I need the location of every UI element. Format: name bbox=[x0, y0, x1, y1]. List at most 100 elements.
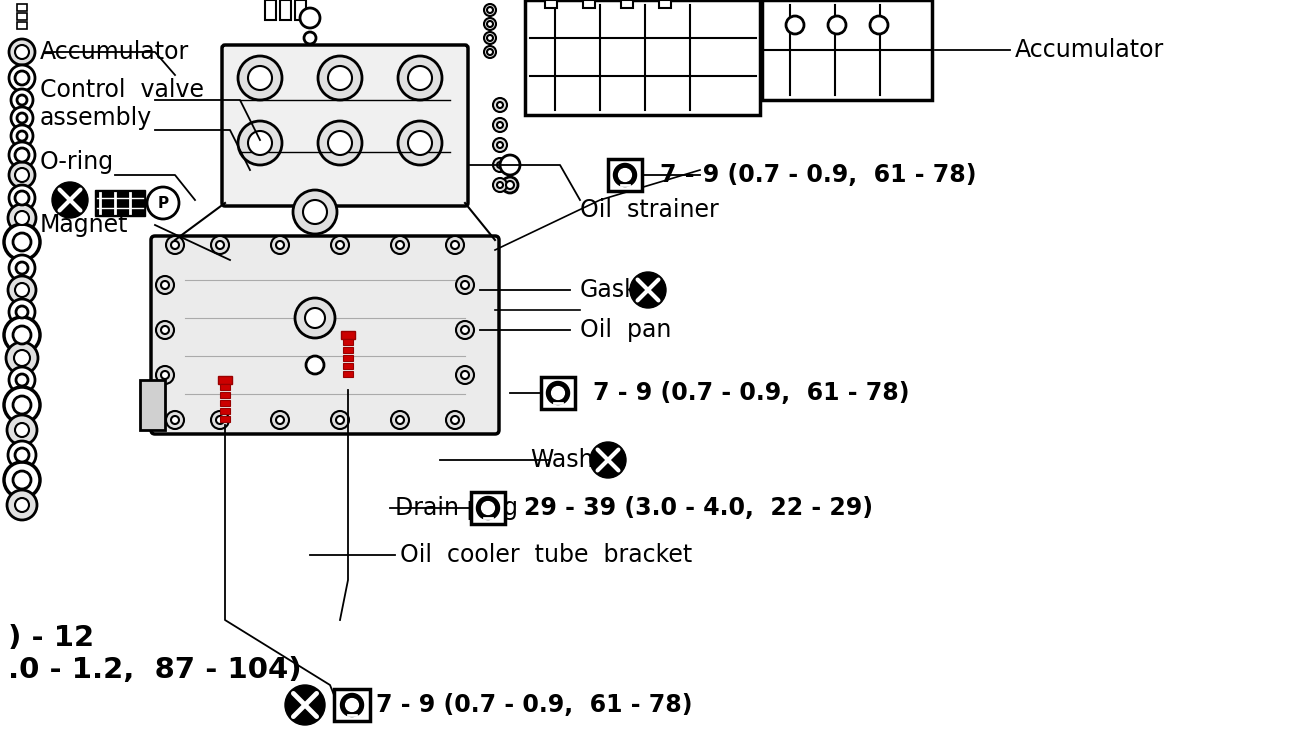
Circle shape bbox=[305, 308, 325, 328]
Circle shape bbox=[397, 241, 404, 249]
Circle shape bbox=[496, 182, 503, 188]
Bar bbox=[220, 416, 229, 422]
Circle shape bbox=[10, 107, 32, 129]
FancyBboxPatch shape bbox=[222, 45, 468, 206]
Text: 7 - 9 (0.7 - 0.9,  61 - 78): 7 - 9 (0.7 - 0.9, 61 - 78) bbox=[594, 381, 910, 405]
Bar bbox=[343, 355, 353, 361]
Circle shape bbox=[318, 121, 362, 165]
Circle shape bbox=[171, 241, 179, 249]
Bar bbox=[218, 376, 232, 384]
Circle shape bbox=[161, 281, 168, 289]
Text: Oil  cooler  tube  bracket: Oil cooler tube bracket bbox=[400, 543, 692, 567]
Circle shape bbox=[17, 95, 27, 105]
Bar bbox=[295, 0, 306, 20]
Circle shape bbox=[4, 462, 40, 498]
Text: 7 - 9 (0.7 - 0.9,  61 - 78): 7 - 9 (0.7 - 0.9, 61 - 78) bbox=[660, 163, 976, 187]
Circle shape bbox=[13, 326, 31, 344]
Circle shape bbox=[547, 381, 569, 405]
Circle shape bbox=[9, 255, 35, 281]
Circle shape bbox=[482, 501, 494, 514]
Circle shape bbox=[785, 16, 804, 34]
Text: .0 - 1.2,  87 - 104): .0 - 1.2, 87 - 104) bbox=[8, 656, 302, 684]
Circle shape bbox=[16, 306, 29, 318]
Circle shape bbox=[330, 411, 349, 429]
Bar bbox=[334, 689, 369, 721]
Circle shape bbox=[16, 168, 29, 182]
Circle shape bbox=[299, 8, 320, 28]
Circle shape bbox=[496, 122, 503, 128]
Circle shape bbox=[492, 178, 507, 192]
Circle shape bbox=[9, 39, 35, 65]
Circle shape bbox=[461, 326, 469, 334]
Text: Washer: Washer bbox=[530, 448, 618, 472]
Circle shape bbox=[487, 49, 492, 55]
Text: Oil  strainer: Oil strainer bbox=[581, 198, 719, 222]
Circle shape bbox=[391, 236, 410, 254]
Circle shape bbox=[166, 411, 184, 429]
Bar bbox=[762, 0, 932, 100]
Bar bbox=[608, 159, 642, 191]
Circle shape bbox=[398, 56, 442, 100]
Circle shape bbox=[336, 241, 343, 249]
Circle shape bbox=[6, 342, 38, 374]
Circle shape bbox=[16, 498, 29, 512]
Circle shape bbox=[336, 416, 343, 424]
Bar bbox=[95, 190, 145, 216]
Circle shape bbox=[483, 32, 496, 44]
Text: Accumulator: Accumulator bbox=[40, 40, 189, 64]
Circle shape bbox=[870, 16, 888, 34]
Circle shape bbox=[16, 448, 29, 462]
Text: assembly: assembly bbox=[40, 106, 152, 130]
Circle shape bbox=[456, 366, 474, 384]
Circle shape bbox=[306, 356, 324, 374]
Circle shape bbox=[487, 35, 492, 41]
Circle shape bbox=[456, 276, 474, 294]
Circle shape bbox=[211, 411, 229, 429]
Text: Oil  pan: Oil pan bbox=[581, 318, 671, 342]
Circle shape bbox=[446, 411, 464, 429]
Circle shape bbox=[341, 694, 363, 716]
Circle shape bbox=[16, 45, 29, 59]
Circle shape bbox=[828, 16, 846, 34]
Circle shape bbox=[276, 416, 284, 424]
Bar bbox=[220, 392, 229, 398]
Bar bbox=[343, 371, 353, 377]
Circle shape bbox=[216, 416, 224, 424]
Bar bbox=[220, 400, 229, 406]
Circle shape bbox=[590, 442, 626, 478]
Bar bbox=[343, 363, 353, 369]
Circle shape bbox=[505, 181, 515, 189]
Circle shape bbox=[477, 497, 499, 519]
Circle shape bbox=[13, 396, 31, 414]
Bar bbox=[343, 339, 353, 345]
Circle shape bbox=[408, 131, 432, 155]
Circle shape bbox=[397, 416, 404, 424]
Circle shape bbox=[161, 326, 168, 334]
Circle shape bbox=[17, 113, 27, 123]
Bar bbox=[621, 0, 632, 8]
Circle shape bbox=[613, 164, 636, 186]
Circle shape bbox=[238, 56, 283, 100]
Circle shape bbox=[10, 125, 32, 147]
Circle shape bbox=[496, 102, 503, 108]
Circle shape bbox=[408, 66, 432, 90]
Circle shape bbox=[4, 317, 40, 353]
Circle shape bbox=[461, 281, 469, 289]
Circle shape bbox=[492, 118, 507, 132]
Circle shape bbox=[16, 71, 29, 85]
Circle shape bbox=[295, 298, 334, 338]
Circle shape bbox=[492, 98, 507, 112]
Circle shape bbox=[487, 21, 492, 27]
Bar bbox=[17, 22, 27, 29]
Circle shape bbox=[156, 366, 174, 384]
Circle shape bbox=[17, 131, 27, 141]
Bar bbox=[264, 0, 276, 20]
Circle shape bbox=[9, 162, 35, 188]
Circle shape bbox=[6, 490, 38, 520]
Text: O-ring: O-ring bbox=[40, 150, 114, 174]
Bar bbox=[341, 331, 355, 339]
Circle shape bbox=[9, 185, 35, 211]
Bar bbox=[17, 4, 27, 11]
Circle shape bbox=[238, 121, 283, 165]
Circle shape bbox=[483, 46, 496, 58]
